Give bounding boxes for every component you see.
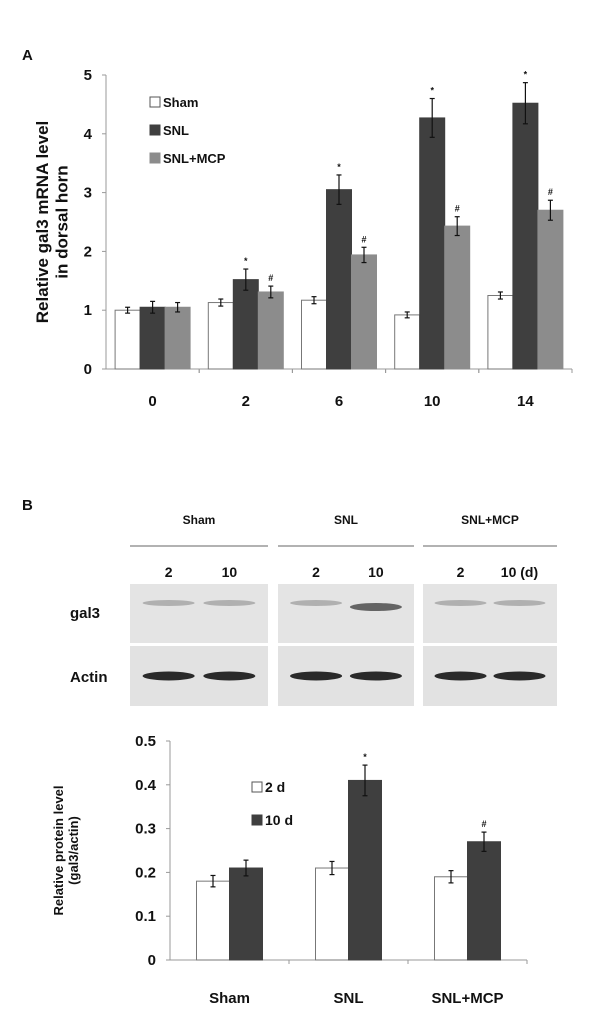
y-tick-label: 0 [84,361,92,378]
y-tick-label: 1 [84,302,92,319]
y-tick-label: 0.4 [135,777,157,794]
significance-mark: * [430,86,434,96]
legend-swatch [149,96,161,108]
x-tick-label: 6 [335,393,343,410]
legend-label: 2 d [265,779,285,795]
blot-group-label: Sham [183,513,216,527]
legend-label: Sham [163,95,198,110]
y-axis-label-line: (gal3/actin) [66,816,81,885]
bar-snl-mcp [164,306,191,370]
blot-lane-label: 2 [457,564,465,580]
blot-row-label: Actin [70,669,108,686]
y-axis-label-line: Relative gal3 mRNA level [33,121,52,324]
significance-mark: # [481,819,486,829]
bar-2-d [196,880,230,961]
western-blot: Sham 2 10 SNL 2 10 SNL+MCP 2 10 (d) gal3 Actin [70,513,557,706]
bar-10-d [348,779,382,961]
legend-swatch [149,152,161,164]
x-tick-label: SNL+MCP [431,990,503,1007]
significance-mark: * [524,70,528,80]
gal3-band [493,600,546,606]
bar-sham [487,295,514,370]
significance-mark: # [455,204,460,214]
blot-gal3-panel [278,584,414,643]
bar-10-d [229,867,263,961]
blot-lane-label: 10 (d) [501,564,538,580]
blot-gal3-panel [423,584,557,643]
y-tick-label: 5 [84,67,92,84]
x-tick-label: 10 [424,393,441,410]
y-axis-label: Relative protein level(gal3/actin) [51,785,81,915]
blot-group-label: SNL [334,513,358,527]
bar-sham [114,309,141,370]
panel-label-a: A [22,47,33,64]
x-tick-label: 14 [517,393,534,410]
actin-band [434,671,487,681]
blot-lane-label: 10 [368,564,384,580]
x-tick-label: 0 [148,393,156,410]
significance-mark: # [548,187,553,197]
actin-band [142,671,195,681]
blot-group-label: SNL+MCP [461,513,519,527]
bar-snl [512,102,539,370]
legend-label: SNL [163,123,189,138]
legend-swatch [149,124,161,136]
significance-mark: # [361,234,366,244]
x-tick-label: SNL [334,990,364,1007]
gal3-band [142,600,195,606]
chart-a: 0 1 2 3 4 5 0 2 * #6 * #10 * #14 * # Relative gal3 mRNA … [33,67,573,410]
bar-snl [139,306,166,370]
actin-band [493,671,546,681]
x-tick-label: 2 [242,393,250,410]
bar-snl [419,117,446,370]
y-tick-label: 0.3 [135,821,156,838]
bar-10-d [467,841,501,961]
bar-snl-mcp [537,209,564,370]
y-axis-label-line: Relative protein level [51,785,66,915]
bar-sham [394,314,421,370]
actin-band [203,671,256,681]
bar-sham [301,299,327,370]
blot-gal3-panel [130,584,268,643]
significance-mark: # [268,273,273,283]
bar-snl-mcp [351,254,377,370]
bar-sham [207,302,234,370]
blot-lane-label: 2 [312,564,320,580]
actin-band [349,671,402,681]
gal3-band [290,600,343,606]
legend-label: SNL+MCP [163,151,226,166]
actin-band [290,671,343,681]
gal3-band [203,600,256,606]
bar-2-d [434,876,468,961]
y-axis-label: Relative gal3 mRNA levelin dorsal horn [33,121,72,324]
legend-swatch [251,781,263,793]
y-tick-label: 3 [84,185,92,202]
gal3-band [434,600,487,606]
y-tick-label: 0.1 [135,908,156,925]
significance-mark: * [363,752,367,762]
blot-lane-label: 2 [165,564,173,580]
y-axis-label-line: in dorsal horn [53,165,72,278]
y-tick-label: 0 [148,952,156,969]
legend-label: 10 d [265,812,293,828]
legend-swatch [251,814,263,826]
y-tick-label: 4 [84,126,93,143]
blot-row-label: gal3 [70,605,100,622]
bar-snl [326,189,352,370]
bar-2-d [315,867,349,961]
blot-lane-label: 10 [222,564,238,580]
x-tick-label: Sham [209,990,250,1007]
y-tick-label: 0.5 [135,733,156,750]
y-tick-label: 2 [84,243,92,260]
chart-b: 0 0.1 0.2 0.3 0.4 0.5 Sham SNL * SNL+MCP # Relative… [51,733,528,1007]
panel-label-b: B [22,497,33,514]
gal3-band [349,603,402,611]
significance-mark: * [337,162,341,172]
bar-snl-mcp [444,225,471,370]
significance-mark: * [244,256,248,266]
y-tick-label: 0.2 [135,864,156,881]
bar-snl-mcp [257,291,284,370]
bar-snl [232,279,259,370]
